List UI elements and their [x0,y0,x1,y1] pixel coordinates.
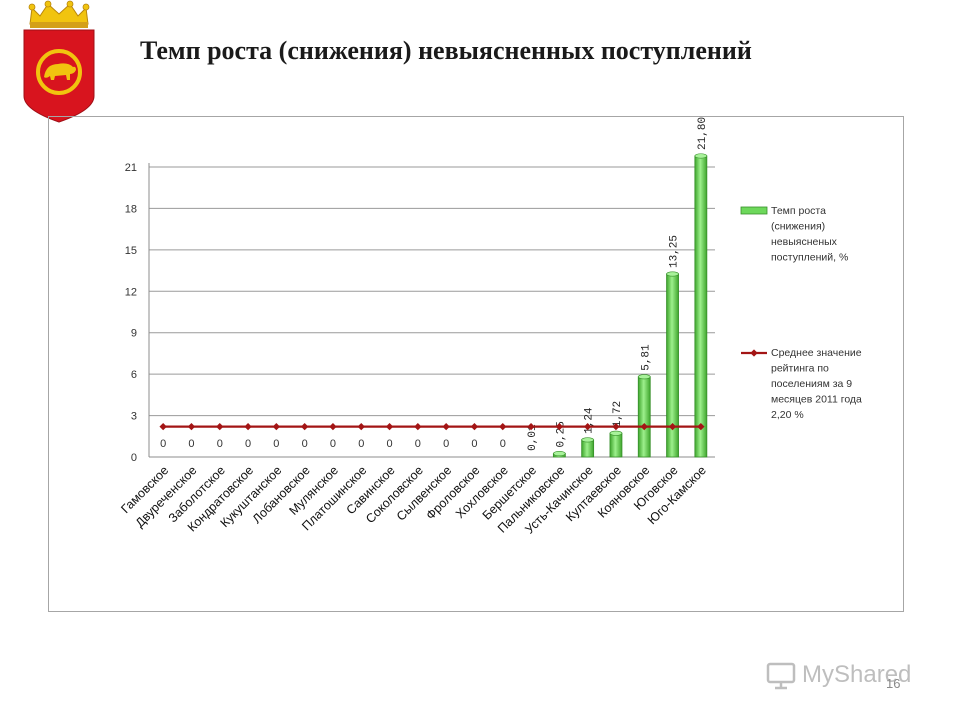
shield-icon [23,29,95,123]
presentation-icon [766,662,796,690]
y-tick-label: 18 [125,203,137,215]
bar [581,439,595,458]
line-point [385,422,394,431]
bar-cap [581,437,594,443]
bar [637,376,651,458]
line-point [668,422,677,431]
line-point [442,422,450,431]
line-point [697,422,705,431]
data-label: 5,81 [640,344,652,371]
legend-label: Темп роста [771,205,826,217]
watermark-text: MyShared [802,661,912,688]
crown-icon [28,0,90,28]
legend-label: 2,20 % [771,409,804,421]
line-point [159,422,167,431]
y-tick-label: 0 [131,452,137,464]
legend-label: Среднее значение [771,347,862,359]
line-point [470,422,479,431]
data-label: 0 [273,438,279,450]
page-title: Темп роста (снижения) невыясненных посту… [140,36,752,65]
line-point [300,422,309,431]
data-label: 0 [386,438,392,450]
y-tick-label: 9 [131,328,137,340]
line-point [640,422,648,431]
data-label: 1,24 [584,407,596,434]
data-label: 0 [471,438,477,450]
legend-label: поступлений, % [771,252,848,264]
line-point [216,422,224,431]
y-tick-label: 6 [131,369,137,381]
bar-cap [637,374,651,380]
line-point [329,422,337,431]
data-label: 0 [217,438,223,450]
legend-label: невыяснeных [771,236,838,248]
line-point [187,422,196,431]
data-label: 1,72 [612,401,624,427]
data-label: 13,25 [669,235,681,268]
data-label: 0 [415,438,421,450]
data-label: 0 [500,438,506,450]
legend-swatch-marker [750,349,758,357]
data-label: 0 [330,438,336,450]
legend-swatch-bar [740,206,768,215]
line-point [244,422,252,431]
line-point [527,422,535,431]
chart-area: 0 3 6 9 12 15 18 21 0 Гамовское 0 Двуреченское 0 Забо… [48,116,904,612]
legend-label: (снижения) [771,221,825,233]
line-point [499,422,507,431]
data-label: 0,01 [527,424,539,451]
line-point [357,422,365,431]
line-point [612,422,620,431]
bar-line-chart: 0369121518210Гамовское0Двуреченское0Забо… [118,117,862,537]
bar-cap [666,271,679,277]
legend-label: рейтинга по [771,363,829,375]
data-label: 0 [302,438,308,450]
bar [694,155,708,458]
legend-label: поселениям за 9 [771,378,852,390]
data-label: 0 [188,438,194,450]
line-point [414,422,422,431]
data-label: 0 [160,438,166,450]
data-label: 21,80 [697,117,709,150]
data-label: 0 [245,438,251,450]
line-point [583,422,592,431]
y-tick-label: 21 [125,162,137,174]
bar-cap [694,153,708,159]
line-point [555,422,564,431]
y-tick-label: 12 [125,286,137,298]
coat-of-arms-emblem [18,0,100,129]
legend-label: месяцев 2011 года [771,394,862,406]
y-tick-label: 3 [131,411,137,423]
bar [609,432,623,458]
bar-cap [553,451,566,457]
watermark: MyShared [766,655,926,695]
bar-cap [609,430,623,436]
bear-icon [44,63,76,80]
data-label: 0 [358,438,364,450]
line-point [272,422,281,431]
y-tick-label: 15 [125,245,137,257]
slide-number: 16 [886,676,901,691]
data-label: 0 [443,438,449,450]
